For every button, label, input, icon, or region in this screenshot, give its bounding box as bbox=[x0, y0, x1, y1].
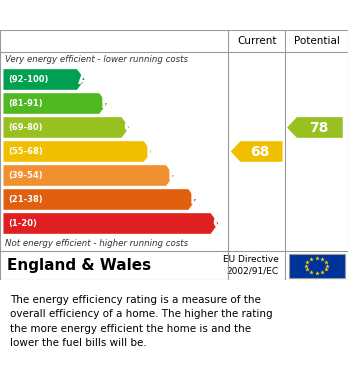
Text: F: F bbox=[190, 192, 200, 207]
Text: Very energy efficient - lower running costs: Very energy efficient - lower running co… bbox=[5, 55, 188, 64]
Bar bbox=[289, 253, 345, 278]
Polygon shape bbox=[231, 141, 283, 162]
Text: Current: Current bbox=[237, 36, 276, 46]
Polygon shape bbox=[3, 141, 151, 162]
Text: Potential: Potential bbox=[294, 36, 340, 46]
Polygon shape bbox=[3, 69, 85, 90]
Text: England & Wales: England & Wales bbox=[7, 258, 151, 273]
Text: E: E bbox=[167, 168, 178, 183]
Polygon shape bbox=[3, 213, 218, 234]
Text: (39-54): (39-54) bbox=[9, 171, 43, 180]
Text: (1-20): (1-20) bbox=[9, 219, 38, 228]
Polygon shape bbox=[3, 117, 129, 138]
Text: Not energy efficient - higher running costs: Not energy efficient - higher running co… bbox=[5, 239, 188, 248]
Text: C: C bbox=[123, 120, 134, 135]
Polygon shape bbox=[3, 165, 174, 186]
Text: B: B bbox=[101, 96, 112, 111]
Text: The energy efficiency rating is a measure of the
overall efficiency of a home. T: The energy efficiency rating is a measur… bbox=[10, 295, 273, 348]
Text: (92-100): (92-100) bbox=[9, 75, 49, 84]
Text: 78: 78 bbox=[309, 120, 328, 135]
Text: A: A bbox=[78, 72, 90, 87]
Text: (55-68): (55-68) bbox=[9, 147, 44, 156]
Text: (69-80): (69-80) bbox=[9, 123, 43, 132]
Text: 68: 68 bbox=[251, 145, 270, 158]
Text: D: D bbox=[145, 144, 158, 159]
Polygon shape bbox=[3, 189, 196, 210]
Polygon shape bbox=[287, 117, 343, 138]
Text: G: G bbox=[212, 216, 224, 231]
Text: (81-91): (81-91) bbox=[9, 99, 43, 108]
Text: Energy Efficiency Rating: Energy Efficiency Rating bbox=[60, 6, 288, 24]
Text: (21-38): (21-38) bbox=[9, 195, 43, 204]
Polygon shape bbox=[3, 93, 107, 114]
Text: EU Directive
2002/91/EC: EU Directive 2002/91/EC bbox=[222, 255, 278, 276]
